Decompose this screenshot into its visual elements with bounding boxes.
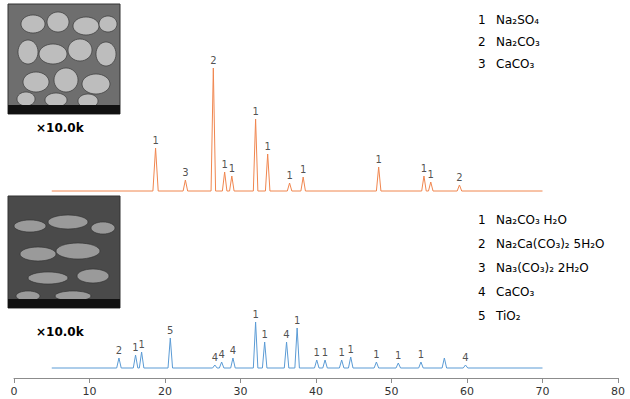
svg-text:60: 60 [460, 385, 474, 398]
svg-text:1: 1 [221, 159, 227, 170]
svg-text:1: 1 [132, 341, 139, 353]
svg-text:1: 1 [314, 347, 320, 358]
svg-text:1: 1 [395, 350, 401, 361]
svg-text:1: 1 [252, 309, 258, 320]
svg-text:1: 1 [338, 347, 344, 358]
svg-text:2: 2 [478, 35, 486, 49]
svg-text:4: 4 [478, 285, 486, 299]
svg-text:×10.0k: ×10.0k [36, 325, 85, 339]
svg-text:1: 1 [478, 213, 486, 227]
svg-text:70: 70 [536, 385, 550, 398]
svg-text:1: 1 [252, 106, 258, 117]
svg-text:30: 30 [234, 385, 248, 398]
svg-text:Na₂SO₄: Na₂SO₄ [496, 13, 539, 27]
svg-text:40: 40 [309, 385, 323, 398]
svg-text:2: 2 [478, 237, 486, 251]
svg-text:1: 1 [428, 169, 434, 180]
svg-text:4: 4 [283, 329, 289, 340]
svg-text:0: 0 [11, 385, 18, 398]
svg-text:Na₃(CO₃)₂ 2H₂O: Na₃(CO₃)₂ 2H₂O [496, 261, 589, 275]
svg-text:1: 1 [322, 347, 328, 358]
svg-text:Na₂Ca(CO₃)₂ 5H₂O: Na₂Ca(CO₃)₂ 5H₂O [496, 237, 604, 251]
svg-text:80: 80 [611, 385, 625, 398]
svg-text:1: 1 [478, 13, 486, 27]
svg-text:5: 5 [167, 325, 173, 336]
svg-text:1: 1 [286, 170, 292, 181]
svg-text:3: 3 [478, 57, 486, 71]
svg-text:4: 4 [462, 352, 468, 363]
svg-text:1: 1 [300, 164, 306, 175]
svg-text:3: 3 [478, 261, 486, 275]
svg-text:5: 5 [478, 309, 486, 323]
svg-text:1: 1 [229, 163, 235, 174]
svg-text:2: 2 [456, 172, 462, 183]
svg-text:CaCO₃: CaCO₃ [496, 285, 535, 299]
svg-text:50: 50 [385, 385, 399, 398]
svg-text:1: 1 [264, 141, 270, 152]
svg-text:1: 1 [261, 329, 267, 340]
svg-text:4: 4 [212, 352, 218, 363]
svg-text:1: 1 [375, 154, 381, 165]
svg-text:1: 1 [152, 135, 158, 146]
svg-text:1: 1 [421, 163, 427, 174]
svg-text:1: 1 [418, 349, 424, 360]
svg-text:×10.0k: ×10.0k [36, 121, 85, 135]
svg-text:2: 2 [210, 55, 216, 66]
svg-text:1: 1 [348, 344, 354, 355]
svg-text:TiO₂: TiO₂ [495, 309, 521, 323]
svg-text:2: 2 [116, 345, 122, 356]
svg-text:Na₂CO₃: Na₂CO₃ [496, 35, 540, 49]
svg-text:1: 1 [373, 349, 379, 360]
svg-text:20: 20 [158, 385, 172, 398]
svg-text:1: 1 [138, 339, 144, 350]
svg-text:CaCO₃: CaCO₃ [496, 57, 535, 71]
svg-text:Na₂CO₃ H₂O: Na₂CO₃ H₂O [496, 213, 567, 227]
svg-text:4: 4 [230, 345, 236, 356]
svg-text:4: 4 [218, 349, 224, 360]
svg-text:3: 3 [182, 167, 188, 178]
svg-text:1: 1 [294, 315, 300, 326]
svg-text:10: 10 [83, 385, 97, 398]
